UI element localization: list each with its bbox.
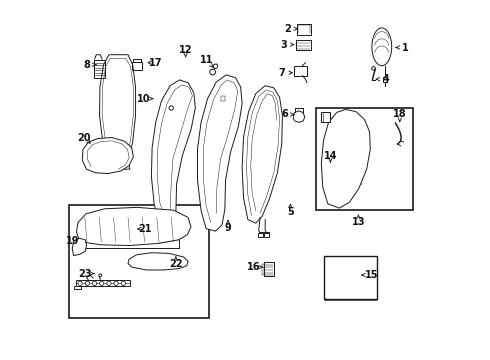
Bar: [132, 62, 142, 70]
Polygon shape: [72, 238, 87, 256]
Text: 7: 7: [278, 68, 285, 78]
Bar: [76, 280, 130, 286]
Text: 23: 23: [78, 269, 92, 279]
Text: 9: 9: [225, 222, 231, 233]
Circle shape: [107, 281, 111, 285]
Bar: [320, 112, 330, 122]
Bar: [258, 233, 263, 237]
Text: 19: 19: [66, 236, 80, 246]
Polygon shape: [293, 111, 305, 122]
Polygon shape: [242, 86, 282, 223]
Text: 6: 6: [281, 109, 288, 120]
Bar: [74, 286, 81, 289]
Circle shape: [85, 281, 90, 285]
Text: 2: 2: [284, 24, 291, 34]
Bar: [297, 24, 311, 35]
Polygon shape: [76, 207, 191, 246]
Text: 8: 8: [83, 60, 90, 70]
Circle shape: [78, 281, 82, 285]
Text: 12: 12: [179, 45, 193, 55]
Bar: [383, 77, 387, 82]
Bar: [324, 256, 377, 299]
Text: 13: 13: [352, 217, 365, 228]
Polygon shape: [82, 138, 133, 174]
Text: 3: 3: [280, 40, 287, 50]
Text: 11: 11: [200, 55, 213, 66]
Text: 20: 20: [78, 132, 91, 143]
Ellipse shape: [372, 28, 392, 66]
Bar: [220, 96, 225, 101]
Bar: [296, 40, 311, 50]
Bar: [264, 262, 274, 276]
Bar: [316, 108, 413, 210]
Bar: [262, 264, 265, 275]
Text: 22: 22: [169, 258, 183, 269]
Text: 21: 21: [138, 224, 152, 234]
Circle shape: [114, 281, 118, 285]
Polygon shape: [197, 75, 242, 231]
Polygon shape: [128, 253, 188, 270]
Bar: [264, 233, 269, 237]
Text: 14: 14: [323, 150, 337, 161]
Text: 1: 1: [402, 42, 409, 53]
Text: 16: 16: [247, 262, 260, 272]
Circle shape: [210, 69, 216, 75]
Text: 10: 10: [137, 94, 150, 104]
Circle shape: [169, 106, 173, 110]
Bar: [294, 66, 307, 76]
Text: 4: 4: [383, 74, 390, 84]
Circle shape: [99, 281, 104, 285]
Circle shape: [213, 64, 218, 68]
Text: 17: 17: [149, 58, 163, 68]
Text: 18: 18: [393, 109, 407, 120]
Circle shape: [99, 274, 102, 277]
Bar: [69, 205, 209, 318]
Polygon shape: [151, 80, 196, 228]
Bar: [94, 60, 104, 78]
Text: 5: 5: [287, 207, 294, 217]
Polygon shape: [321, 109, 370, 208]
Text: 15: 15: [365, 270, 378, 280]
Circle shape: [121, 281, 125, 285]
Circle shape: [92, 281, 97, 285]
